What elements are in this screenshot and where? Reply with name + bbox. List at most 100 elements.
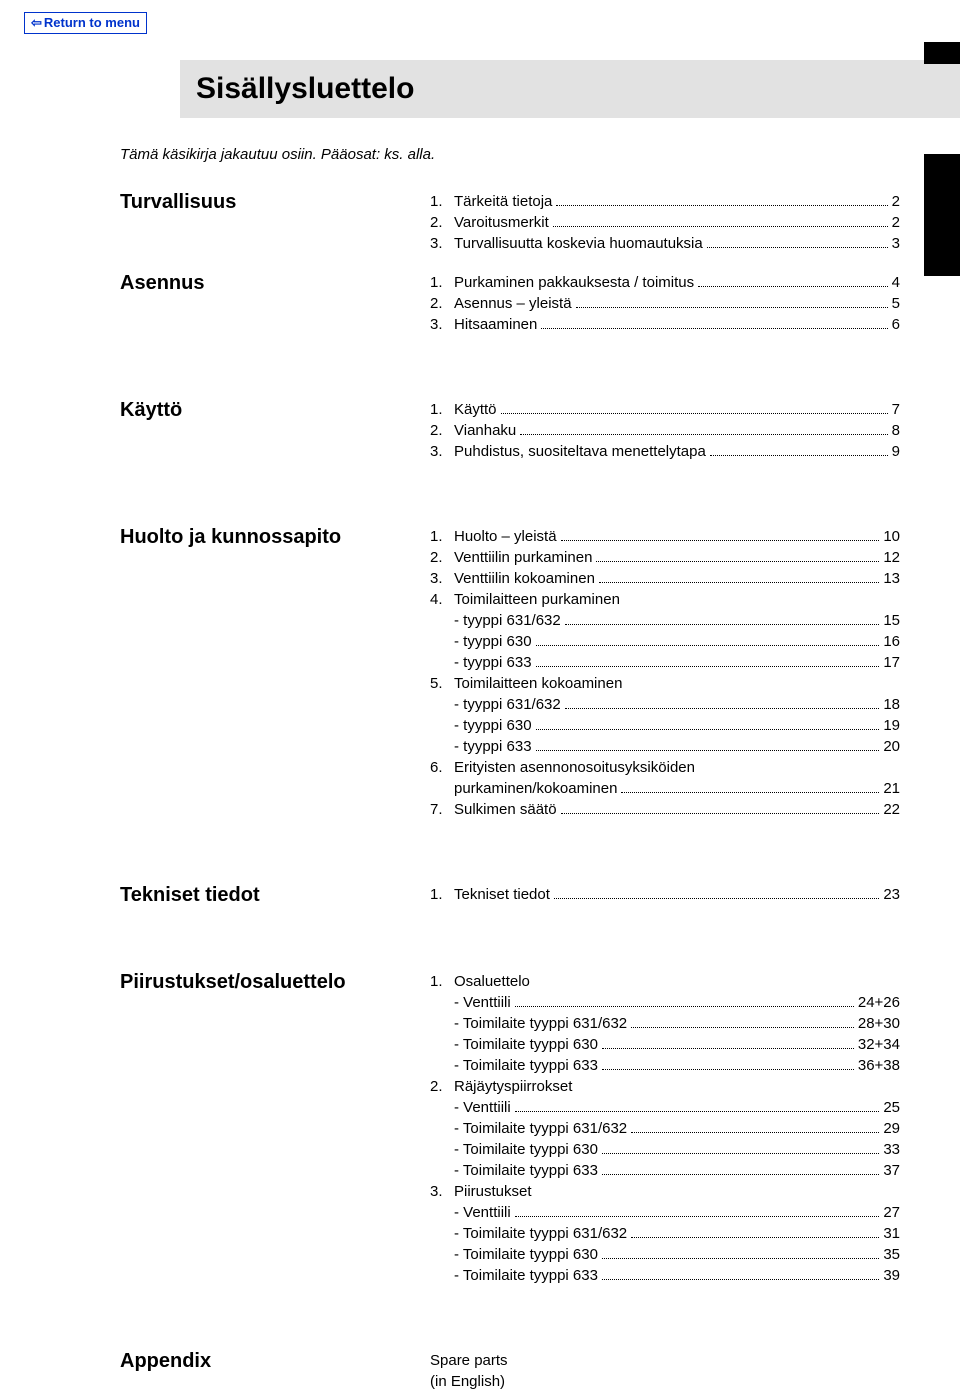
toc-sub-row: - tyyppi 631/63218 <box>430 694 900 715</box>
section-list: Spare parts(in English) <box>430 1350 900 1392</box>
toc-item-label: Hitsaaminen <box>454 314 537 335</box>
toc-page: 4 <box>892 272 900 293</box>
toc-sub-row: - Toimilaite tyyppi 63033 <box>430 1139 900 1160</box>
toc-section: Turvallisuus1.Tärkeitä tietoja22.Varoitu… <box>120 191 900 254</box>
section-title: Turvallisuus <box>120 191 430 254</box>
toc-header-row: 2.Räjäytyspiirrokset <box>430 1076 900 1097</box>
toc-item-number: 3. <box>430 441 454 462</box>
toc-dots <box>565 708 880 709</box>
toc-item-label: Toimilaitteen kokoaminen <box>454 673 622 694</box>
toc-sub-label: purkaminen/kokoaminen <box>454 778 617 799</box>
toc-item-number: 3. <box>430 1181 454 1202</box>
section-list: 1.Tärkeitä tietoja22.Varoitusmerkit23.Tu… <box>430 191 900 254</box>
toc-item-number: 3. <box>430 314 454 335</box>
toc-sub-label: - Toimilaite tyyppi 633 <box>454 1055 598 1076</box>
toc-dots <box>536 750 880 751</box>
toc-row: 1.Huolto – yleistä10 <box>430 526 900 547</box>
toc-dots <box>536 666 880 667</box>
toc-row: 1.Käyttö7 <box>430 399 900 420</box>
toc-item-label: Venttiilin purkaminen <box>454 547 592 568</box>
toc-page: 3 <box>892 233 900 254</box>
return-to-menu-link[interactable]: ⇦Return to menu <box>24 12 147 34</box>
toc-dots <box>520 434 887 435</box>
toc-dots <box>561 540 880 541</box>
toc-sub-label: - tyyppi 631/632 <box>454 610 561 631</box>
toc-section: Käyttö1.Käyttö72.Vianhaku83.Puhdistus, s… <box>120 399 900 462</box>
toc-page: 29 <box>883 1118 900 1139</box>
toc-section: AppendixSpare parts(in English) <box>120 1350 900 1392</box>
toc-item-label: Piirustukset <box>454 1181 532 1202</box>
toc-dots <box>556 205 887 206</box>
toc-page: 21 <box>883 778 900 799</box>
toc-header-row: 3.Piirustukset <box>430 1181 900 1202</box>
toc-sub-label: - Venttiili <box>454 992 511 1013</box>
toc-item-number: 4. <box>430 589 454 610</box>
plain-text-line: Spare parts <box>430 1350 900 1371</box>
toc-sub-row: - tyyppi 63019 <box>430 715 900 736</box>
toc-item-label: Räjäytyspiirrokset <box>454 1076 572 1097</box>
toc-item-label: Venttiilin kokoaminen <box>454 568 595 589</box>
return-link-text: Return to menu <box>44 15 140 30</box>
toc-item-number: 2. <box>430 1076 454 1097</box>
toc-dots <box>707 247 888 248</box>
toc-dots <box>536 645 880 646</box>
toc-item-number: 1. <box>430 971 454 992</box>
toc-item-number: 3. <box>430 233 454 254</box>
toc-sub-label: - Toimilaite tyyppi 631/632 <box>454 1013 627 1034</box>
section-title: Piirustukset/osaluettelo <box>120 971 430 1286</box>
toc-row: 2.Vianhaku8 <box>430 420 900 441</box>
toc-item-number: 5. <box>430 673 454 694</box>
toc-item-label: Varoitusmerkit <box>454 212 549 233</box>
toc-item-number: 2. <box>430 547 454 568</box>
toc-dots <box>602 1174 879 1175</box>
toc-sub-row: - Venttiili27 <box>430 1202 900 1223</box>
toc-item-number: 2. <box>430 293 454 314</box>
section-list: 1.Tekniset tiedot23 <box>430 884 900 907</box>
toc-item-number: 7. <box>430 799 454 820</box>
toc-sub-row: - Toimilaite tyyppi 631/63231 <box>430 1223 900 1244</box>
toc-item-number: 6. <box>430 757 454 778</box>
toc-page: 6 <box>892 314 900 335</box>
toc-dots <box>561 813 880 814</box>
toc-row: 3.Hitsaaminen 6 <box>430 314 900 335</box>
toc-header-row: 1.Osaluettelo <box>430 971 900 992</box>
toc-sub-label: - tyyppi 630 <box>454 715 532 736</box>
toc-item-label: Erityisten asennonosoitusyksiköiden <box>454 757 695 778</box>
section-list: 1.Käyttö72.Vianhaku83.Puhdistus, suosite… <box>430 399 900 462</box>
toc-sub-row: - tyyppi 63317 <box>430 652 900 673</box>
toc-sub-label: - tyyppi 633 <box>454 652 532 673</box>
toc-dots <box>602 1258 879 1259</box>
toc-item-number: 1. <box>430 526 454 547</box>
toc-sub-row: - tyyppi 63320 <box>430 736 900 757</box>
toc-dots <box>631 1027 854 1028</box>
toc-page: 15 <box>883 610 900 631</box>
toc-sub-label: - Toimilaite tyyppi 633 <box>454 1265 598 1286</box>
toc-page: 36+38 <box>858 1055 900 1076</box>
toc-dots <box>541 328 887 329</box>
toc-item-number: 1. <box>430 191 454 212</box>
toc-page: 16 <box>883 631 900 652</box>
toc-dots <box>501 413 888 414</box>
toc-sub-label: - Toimilaite tyyppi 630 <box>454 1139 598 1160</box>
toc-page: 32+34 <box>858 1034 900 1055</box>
toc-dots <box>602 1153 879 1154</box>
toc-header-row: 6.Erityisten asennonosoitusyksiköiden <box>430 757 900 778</box>
toc-item-label: Purkaminen pakkauksesta / toimitus <box>454 272 694 293</box>
toc-dots <box>515 1216 880 1217</box>
side-tab <box>924 154 960 276</box>
side-tab-number: 1 <box>938 308 950 334</box>
toc-page: 28+30 <box>858 1013 900 1034</box>
section-title: Appendix <box>120 1350 430 1392</box>
toc-page: 20 <box>883 736 900 757</box>
toc-sub-label: - Toimilaite tyyppi 631/632 <box>454 1223 627 1244</box>
toc-dots <box>621 792 879 793</box>
toc-sub-row: - tyyppi 63016 <box>430 631 900 652</box>
toc-page: 35 <box>883 1244 900 1265</box>
toc-row: 3.Turvallisuutta koskevia huomautuksia3 <box>430 233 900 254</box>
toc-dots <box>602 1279 879 1280</box>
toc-item-label: Osaluettelo <box>454 971 530 992</box>
toc-item-label: Tärkeitä tietoja <box>454 191 552 212</box>
toc-dots <box>602 1069 854 1070</box>
section-title: Huolto ja kunnossapito <box>120 526 430 820</box>
toc-dots <box>565 624 880 625</box>
